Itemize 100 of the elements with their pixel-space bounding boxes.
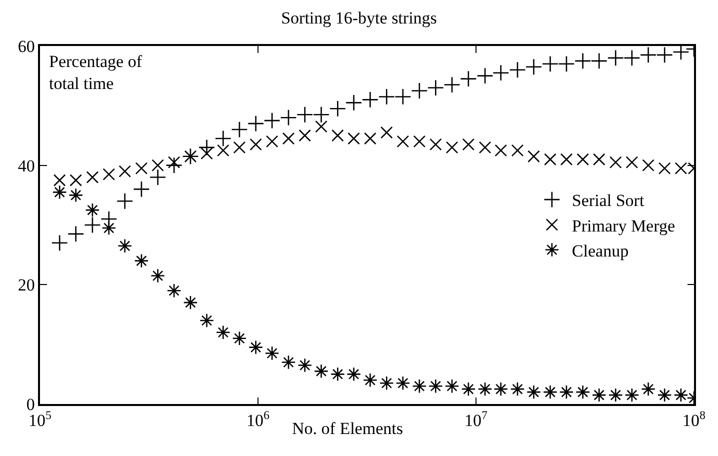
point [51, 234, 68, 252]
y-tick-label: 40 [18, 156, 35, 176]
point [70, 174, 82, 186]
point [544, 153, 556, 166]
legend-label: Cleanup [572, 241, 629, 260]
point [642, 159, 654, 172]
x-tick-label: 10$^{7}$ [464, 408, 488, 430]
point [574, 52, 592, 70]
point [280, 109, 297, 126]
point [624, 50, 640, 66]
point [624, 388, 640, 402]
point [248, 340, 264, 355]
point [314, 364, 328, 378]
y-tick-label: 0 [26, 394, 35, 414]
point [298, 358, 312, 372]
point [511, 144, 524, 157]
point [446, 141, 458, 154]
point [362, 372, 378, 388]
legend-label: Serial Sort [572, 191, 644, 210]
point [85, 202, 100, 218]
point [379, 376, 394, 390]
point [266, 135, 278, 148]
point [476, 67, 494, 84]
point [430, 138, 442, 151]
point [559, 384, 574, 400]
point [542, 56, 559, 72]
point [116, 192, 134, 210]
point [102, 220, 116, 236]
x-axis-title: No. of Elements [292, 419, 403, 438]
point [510, 382, 525, 396]
point [52, 184, 67, 200]
point [528, 150, 540, 163]
point [608, 388, 623, 402]
point [118, 165, 131, 178]
point [53, 174, 66, 186]
point [461, 382, 476, 396]
point [86, 171, 99, 184]
point [231, 121, 248, 138]
point [641, 382, 656, 396]
point [312, 106, 330, 123]
point [444, 76, 460, 94]
point [264, 112, 280, 129]
point [102, 168, 116, 180]
point [330, 366, 345, 382]
y-tick-label: 20 [18, 276, 35, 295]
point [526, 384, 541, 400]
point [576, 153, 589, 166]
point [576, 384, 590, 400]
point [427, 79, 444, 96]
point [150, 268, 166, 283]
point [200, 147, 213, 160]
point [68, 188, 84, 202]
point [380, 126, 393, 139]
point [152, 159, 164, 172]
point [214, 130, 232, 147]
point [332, 129, 344, 142]
point [298, 129, 311, 142]
point [134, 254, 149, 268]
y-tick-label: 60 [18, 36, 35, 56]
point [216, 144, 230, 157]
point [149, 168, 166, 186]
point [168, 156, 180, 168]
point [133, 180, 150, 198]
point [607, 50, 624, 66]
point [348, 132, 360, 145]
point [478, 382, 492, 396]
point [67, 226, 84, 242]
point [346, 366, 362, 382]
point [478, 141, 492, 154]
point [329, 100, 346, 117]
y-axis-title: Percentage of total time [49, 52, 142, 94]
point [509, 62, 526, 78]
point [135, 162, 148, 174]
point [216, 325, 230, 340]
x-tick-label: 10$^{6}$ [246, 408, 270, 430]
point [378, 88, 395, 106]
point [626, 156, 638, 168]
point [542, 384, 558, 400]
point [315, 120, 328, 133]
point [444, 378, 460, 394]
point [264, 346, 280, 361]
point [592, 388, 606, 402]
point [362, 91, 379, 108]
point [590, 52, 608, 70]
point [166, 283, 182, 298]
point [413, 135, 426, 148]
point [672, 46, 690, 60]
point [364, 132, 376, 145]
point [592, 153, 606, 166]
point [412, 378, 427, 394]
point [396, 376, 410, 390]
point [247, 115, 264, 132]
point [166, 156, 182, 174]
point [345, 94, 362, 112]
legend-label: Primary Merge [572, 216, 676, 236]
point [460, 70, 477, 88]
point [232, 331, 247, 346]
point [396, 135, 410, 148]
point [282, 132, 295, 145]
point [428, 378, 443, 394]
